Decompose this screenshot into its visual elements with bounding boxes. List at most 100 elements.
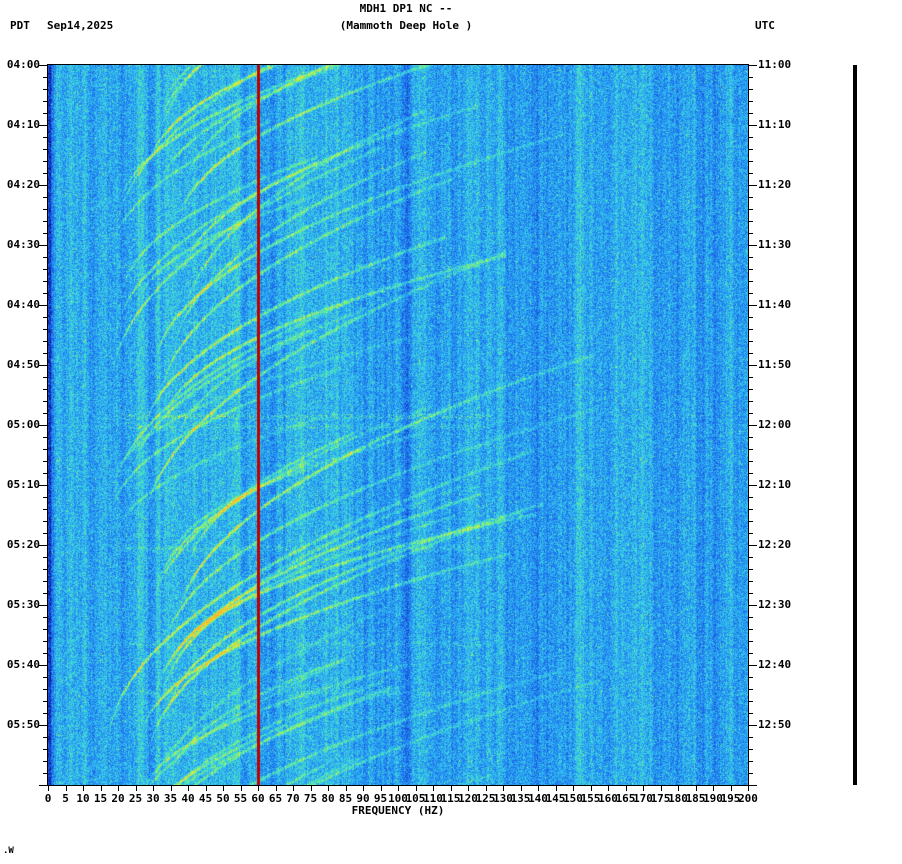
time-label-left: 04:20: [6, 178, 40, 191]
freq-tick-label: 90: [356, 792, 370, 805]
time-minor-tick-right: [749, 353, 753, 354]
time-label-right: 11:00: [758, 58, 792, 71]
time-minor-tick-right: [749, 233, 753, 234]
freq-tick: [363, 786, 364, 791]
time-minor-tick-right: [749, 149, 753, 150]
time-minor-tick-right: [749, 461, 753, 462]
time-label-right: 12:30: [758, 598, 792, 611]
freq-tick-label: 135: [510, 792, 531, 805]
time-label-right: 12:20: [758, 538, 792, 551]
freq-tick: [713, 786, 714, 791]
time-major-tick-left: [39, 185, 47, 186]
freq-tick-label: 10: [76, 792, 90, 805]
time-minor-tick-right: [749, 317, 753, 318]
time-minor-tick-right: [749, 293, 753, 294]
freq-tick-label: 105: [405, 792, 426, 805]
time-label-right: 11:50: [758, 358, 792, 371]
time-minor-tick-right: [749, 437, 753, 438]
corner-mark: .W: [3, 846, 14, 856]
freq-tick: [555, 786, 557, 791]
freq-tick-label: 175: [650, 792, 671, 805]
time-minor-tick-right: [749, 401, 753, 402]
time-major-tick-right: [749, 365, 757, 366]
time-minor-tick-right: [749, 593, 753, 594]
time-minor-tick-right: [749, 533, 753, 534]
time-minor-tick-right: [749, 77, 753, 78]
freq-tick: [590, 786, 592, 791]
freq-tick: [170, 786, 172, 791]
freq-tick-label: 180: [668, 792, 688, 805]
freq-tick-label: 190: [703, 792, 723, 805]
time-major-tick-left: [39, 125, 47, 126]
time-minor-tick-right: [749, 113, 753, 114]
time-major-tick-left: [39, 665, 47, 666]
time-minor-tick-right: [749, 101, 753, 102]
freq-tick-label: 5: [62, 792, 69, 805]
time-minor-tick-right: [749, 173, 753, 174]
freq-tick-label: 120: [458, 792, 478, 805]
time-minor-tick-right: [749, 509, 753, 510]
time-minor-tick-right: [749, 713, 753, 714]
freq-tick-label: 50: [216, 792, 230, 805]
time-minor-tick-right: [749, 329, 753, 330]
time-label-right: 12:00: [758, 418, 792, 431]
time-label-right: 12:50: [758, 718, 792, 731]
freq-tick: [433, 786, 434, 791]
freq-tick-label: 100: [388, 792, 408, 805]
time-minor-tick-right: [749, 653, 753, 654]
freq-tick: [485, 786, 487, 791]
freq-tick-label: 155: [580, 792, 601, 805]
freq-tick-label: 185: [685, 792, 706, 805]
time-minor-tick-right: [749, 269, 753, 270]
time-major-tick-left: [39, 725, 47, 726]
time-minor-tick-right: [749, 737, 753, 738]
time-major-tick-left: [39, 245, 47, 246]
freq-tick-label: 40: [181, 792, 195, 805]
freq-tick: [328, 786, 329, 791]
right-timezone-label: UTC: [755, 19, 775, 32]
freq-tick-label: 170: [633, 792, 653, 805]
x-axis-title: FREQUENCY (HZ): [351, 804, 445, 817]
time-minor-tick-right: [749, 581, 753, 582]
freq-tick: [188, 786, 189, 791]
time-minor-tick-right: [749, 641, 753, 642]
freq-tick-label: 140: [528, 792, 548, 805]
time-major-tick-left: [39, 545, 47, 546]
time-label-left: 04:40: [6, 298, 40, 311]
time-minor-tick-right: [749, 701, 753, 702]
date-label: Sep14,2025: [47, 19, 114, 32]
freq-tick: [83, 786, 84, 791]
freq-tick: [275, 786, 277, 791]
freq-tick: [153, 786, 154, 791]
freq-tick-label: 145: [545, 792, 566, 805]
time-major-tick-left: [39, 365, 47, 366]
spectrogram-canvas: [48, 65, 748, 785]
time-label-left: 05:30: [6, 598, 40, 611]
freq-tick: [223, 786, 224, 791]
freq-tick-label: 80: [321, 792, 335, 805]
time-minor-tick-right: [749, 689, 753, 690]
freq-tick: [450, 786, 452, 791]
time-major-tick-right: [749, 785, 757, 786]
freq-tick: [65, 786, 67, 791]
time-minor-tick-right: [749, 389, 753, 390]
time-major-tick-right: [749, 305, 757, 306]
time-label-left: 05:00: [6, 418, 40, 431]
time-minor-tick-right: [749, 497, 753, 498]
plot-frame: [47, 64, 749, 786]
freq-tick-label: 65: [268, 792, 283, 805]
freq-tick: [118, 786, 119, 791]
freq-tick-label: 20: [111, 792, 125, 805]
freq-tick-label: 70: [286, 792, 300, 805]
freq-tick: [748, 786, 749, 791]
freq-tick: [643, 786, 644, 791]
freq-tick-label: 25: [128, 792, 143, 805]
freq-tick-label: 30: [146, 792, 160, 805]
freq-tick: [538, 786, 539, 791]
freq-tick-label: 130: [493, 792, 513, 805]
seismic-amplitude-trace: [853, 65, 857, 785]
time-label-left: 05:20: [6, 538, 40, 551]
time-label-right: 12:10: [758, 478, 792, 491]
time-label-left: 05:50: [6, 718, 40, 731]
